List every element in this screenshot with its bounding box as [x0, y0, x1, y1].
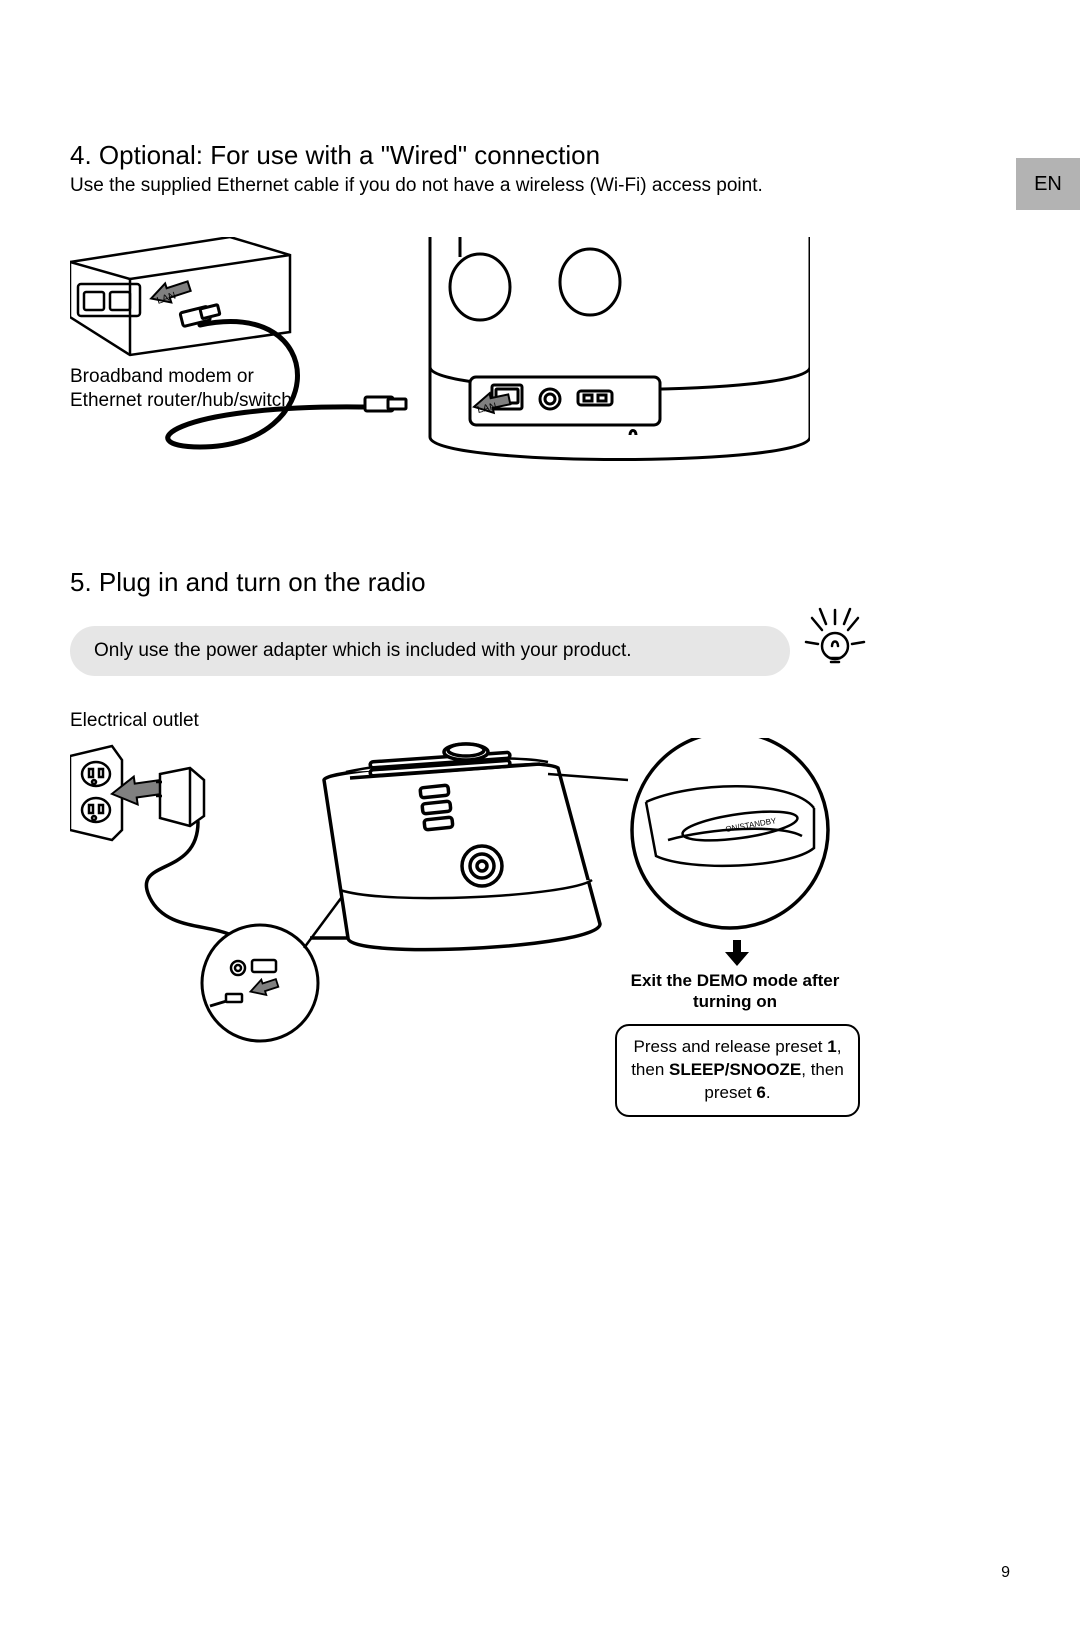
- demo-bold-2: SLEEP/SNOOZE: [669, 1060, 801, 1079]
- outlet-label: Electrical outlet: [70, 710, 1010, 732]
- power-diagram: ON/STANDBY Exit the DEMO mode after turn…: [70, 738, 840, 1098]
- lightbulb-icon: [800, 604, 870, 680]
- power-adapter-note: Only use the power adapter which is incl…: [70, 626, 790, 676]
- page-number: 9: [1001, 1564, 1010, 1582]
- demo-bold-1: 1: [827, 1037, 836, 1056]
- ethernet-diagram: LAN: [70, 237, 810, 507]
- section4-subtext: Use the supplied Ethernet cable if you d…: [70, 175, 1010, 197]
- modem-label: Broadband modem or Ethernet router/hub/s…: [70, 365, 292, 413]
- modem-label-line2: Ethernet router/hub/switch: [70, 390, 292, 411]
- note-text: Only use the power adapter which is incl…: [94, 640, 632, 661]
- down-arrow-icon: [725, 940, 749, 973]
- demo-text-4: .: [766, 1083, 771, 1102]
- demo-bold-3: 6: [756, 1083, 765, 1102]
- demo-mode-instructions: Press and release preset 1, then SLEEP/S…: [615, 1024, 860, 1117]
- section4-heading: 4. Optional: For use with a "Wired" conn…: [70, 140, 1010, 171]
- modem-label-line1: Broadband modem or: [70, 366, 254, 387]
- demo-mode-heading: Exit the DEMO mode after turning on: [630, 970, 840, 1013]
- demo-text-1: Press and release preset: [634, 1037, 828, 1056]
- language-tab: EN: [1016, 158, 1080, 210]
- section5-heading: 5. Plug in and turn on the radio: [70, 567, 1010, 598]
